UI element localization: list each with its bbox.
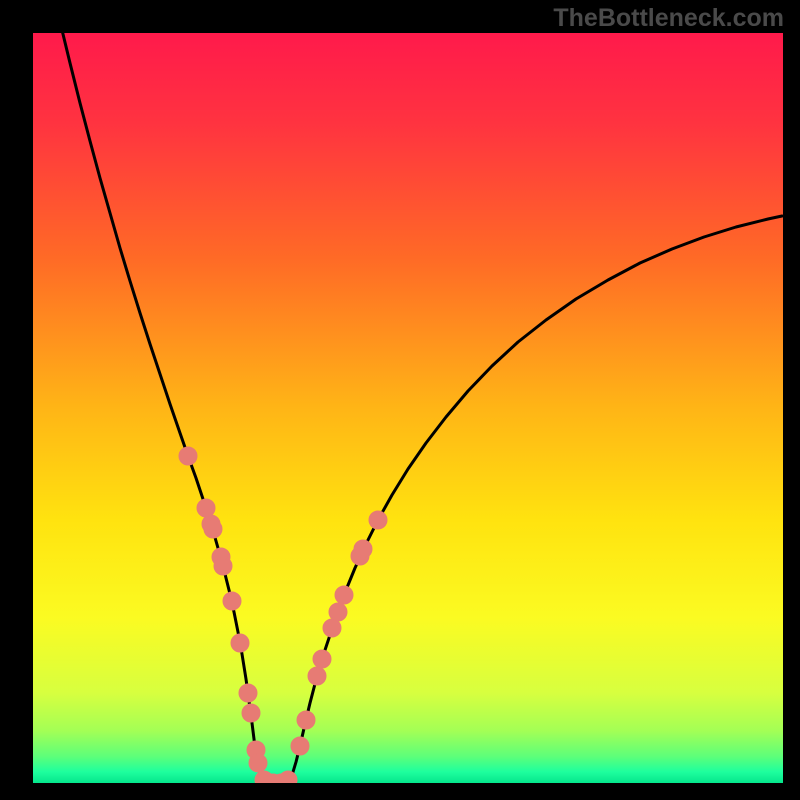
data-marker — [249, 754, 267, 772]
data-marker — [329, 603, 347, 621]
data-marker — [223, 592, 241, 610]
data-marker — [308, 667, 326, 685]
data-marker — [239, 684, 257, 702]
data-marker — [369, 511, 387, 529]
bottleneck-curve — [62, 30, 782, 783]
data-marker — [279, 771, 297, 789]
data-marker — [242, 704, 260, 722]
watermark-text: TheBottleneck.com — [553, 4, 784, 33]
data-marker — [204, 520, 222, 538]
data-marker — [214, 557, 232, 575]
data-marker — [323, 619, 341, 637]
data-marker — [313, 650, 331, 668]
data-marker — [297, 711, 315, 729]
curve-layer — [0, 0, 800, 800]
data-marker — [197, 499, 215, 517]
data-marker — [231, 634, 249, 652]
data-marker — [291, 737, 309, 755]
data-marker — [335, 586, 353, 604]
data-marker — [354, 540, 372, 558]
data-marker — [179, 447, 197, 465]
